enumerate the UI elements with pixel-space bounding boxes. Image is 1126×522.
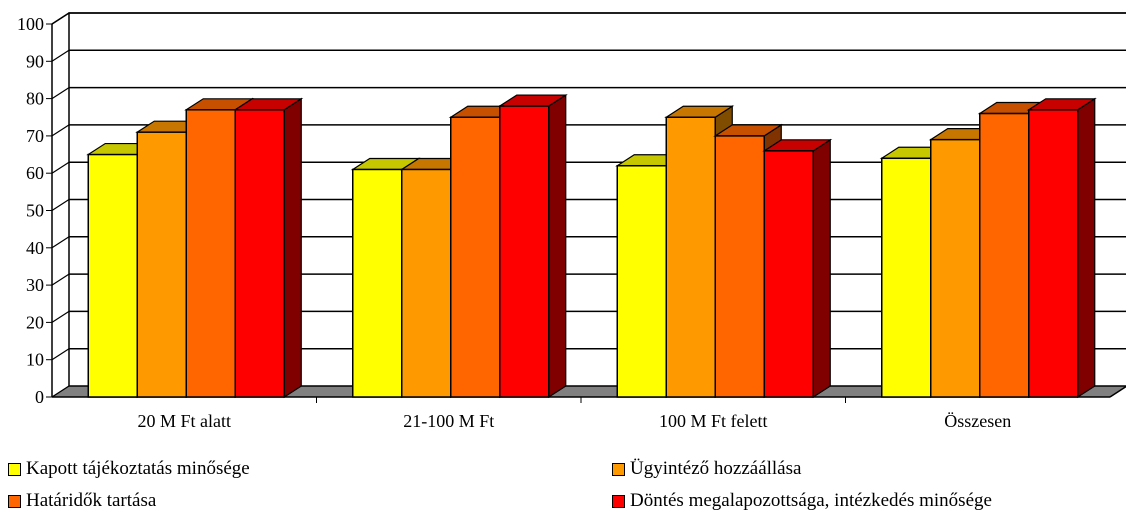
legend: Kapott tájékoztatás minősége Ügyintéző h… [0, 452, 1126, 522]
y-tick-label: 0 [35, 387, 44, 407]
bar-front [234, 109, 285, 398]
gridline-side [51, 236, 70, 249]
legend-label: Ügyintéző hozzáállása [630, 458, 802, 479]
x-tick-label: Összesen [944, 411, 1011, 431]
legend-swatch-icon [8, 462, 21, 476]
bar-front [87, 153, 138, 398]
x-axis-end [1109, 385, 1126, 398]
legend-item: Döntés megalapozottsága, intézkedés minő… [612, 490, 992, 512]
bar-chart: 0 10 20 30 40 50 60 70 80 90 100 20 M Ft alatt 21-10… [17, 12, 1126, 431]
legend-label: Kapott tájékoztatás minősége [26, 458, 250, 479]
legend-swatch-icon [8, 494, 21, 508]
chart-bars [86, 93, 1097, 399]
y-tick-label: 70 [26, 126, 44, 146]
gridline-side [51, 385, 70, 398]
y-tick-label: 40 [26, 238, 44, 258]
y-tick-label: 60 [26, 163, 44, 183]
bar [762, 138, 833, 399]
y-tick-label: 80 [26, 89, 44, 109]
bar-side [1077, 97, 1096, 399]
bar [1026, 97, 1097, 399]
x-tick-label: 20 M Ft alatt [138, 411, 232, 431]
bar-side [283, 97, 302, 399]
legend-swatch-icon [612, 494, 625, 508]
bar-front [136, 131, 187, 398]
bar-front [499, 105, 550, 398]
legend-item: Ügyintéző hozzáállása [612, 458, 801, 480]
bar-front [450, 116, 501, 398]
bar-front [1028, 109, 1079, 398]
y-tick-label: 50 [26, 201, 44, 221]
y-tick-label: 30 [26, 275, 44, 295]
bar-front [763, 150, 814, 398]
x-tick-label: 21-100 M Ft [403, 411, 494, 431]
y-tick-label: 20 [26, 312, 44, 332]
bar-front [401, 168, 452, 398]
bar-front [881, 157, 932, 398]
gridline-side [51, 124, 70, 137]
gridline-side [51, 273, 70, 286]
y-tick-label: 90 [26, 51, 44, 71]
legend-label: Döntés megalapozottsága, intézkedés minő… [630, 490, 992, 511]
gridline-side [51, 310, 70, 323]
bar-side [548, 93, 567, 399]
y-axis-top [51, 12, 70, 25]
legend-swatch-icon [612, 462, 625, 476]
x-tick-label: 100 M Ft felett [659, 411, 768, 431]
bar-front [930, 138, 981, 398]
y-tick-label: 10 [26, 350, 44, 370]
legend-label: Határidők tartása [26, 490, 157, 511]
gridline-side [51, 198, 70, 212]
bar-front [616, 164, 667, 398]
gridline-side [51, 161, 70, 174]
bar [497, 93, 568, 399]
legend-item: Kapott tájékoztatás minősége [8, 458, 250, 480]
bar-front [665, 116, 716, 398]
bar-side [812, 138, 831, 399]
gridline-side [51, 348, 70, 361]
bar-front [714, 135, 765, 398]
bar-front [352, 168, 403, 398]
chart-labels: 0 10 20 30 40 50 60 70 80 90 100 20 M Ft alatt 21-10… [17, 14, 1011, 431]
bar-front [185, 109, 236, 398]
y-tick-label: 100 [17, 14, 44, 34]
bar-front [979, 112, 1030, 398]
gridline-side [51, 87, 70, 100]
gridline-side [51, 49, 70, 62]
bar [233, 97, 304, 399]
legend-item: Határidők tartása [8, 490, 156, 512]
